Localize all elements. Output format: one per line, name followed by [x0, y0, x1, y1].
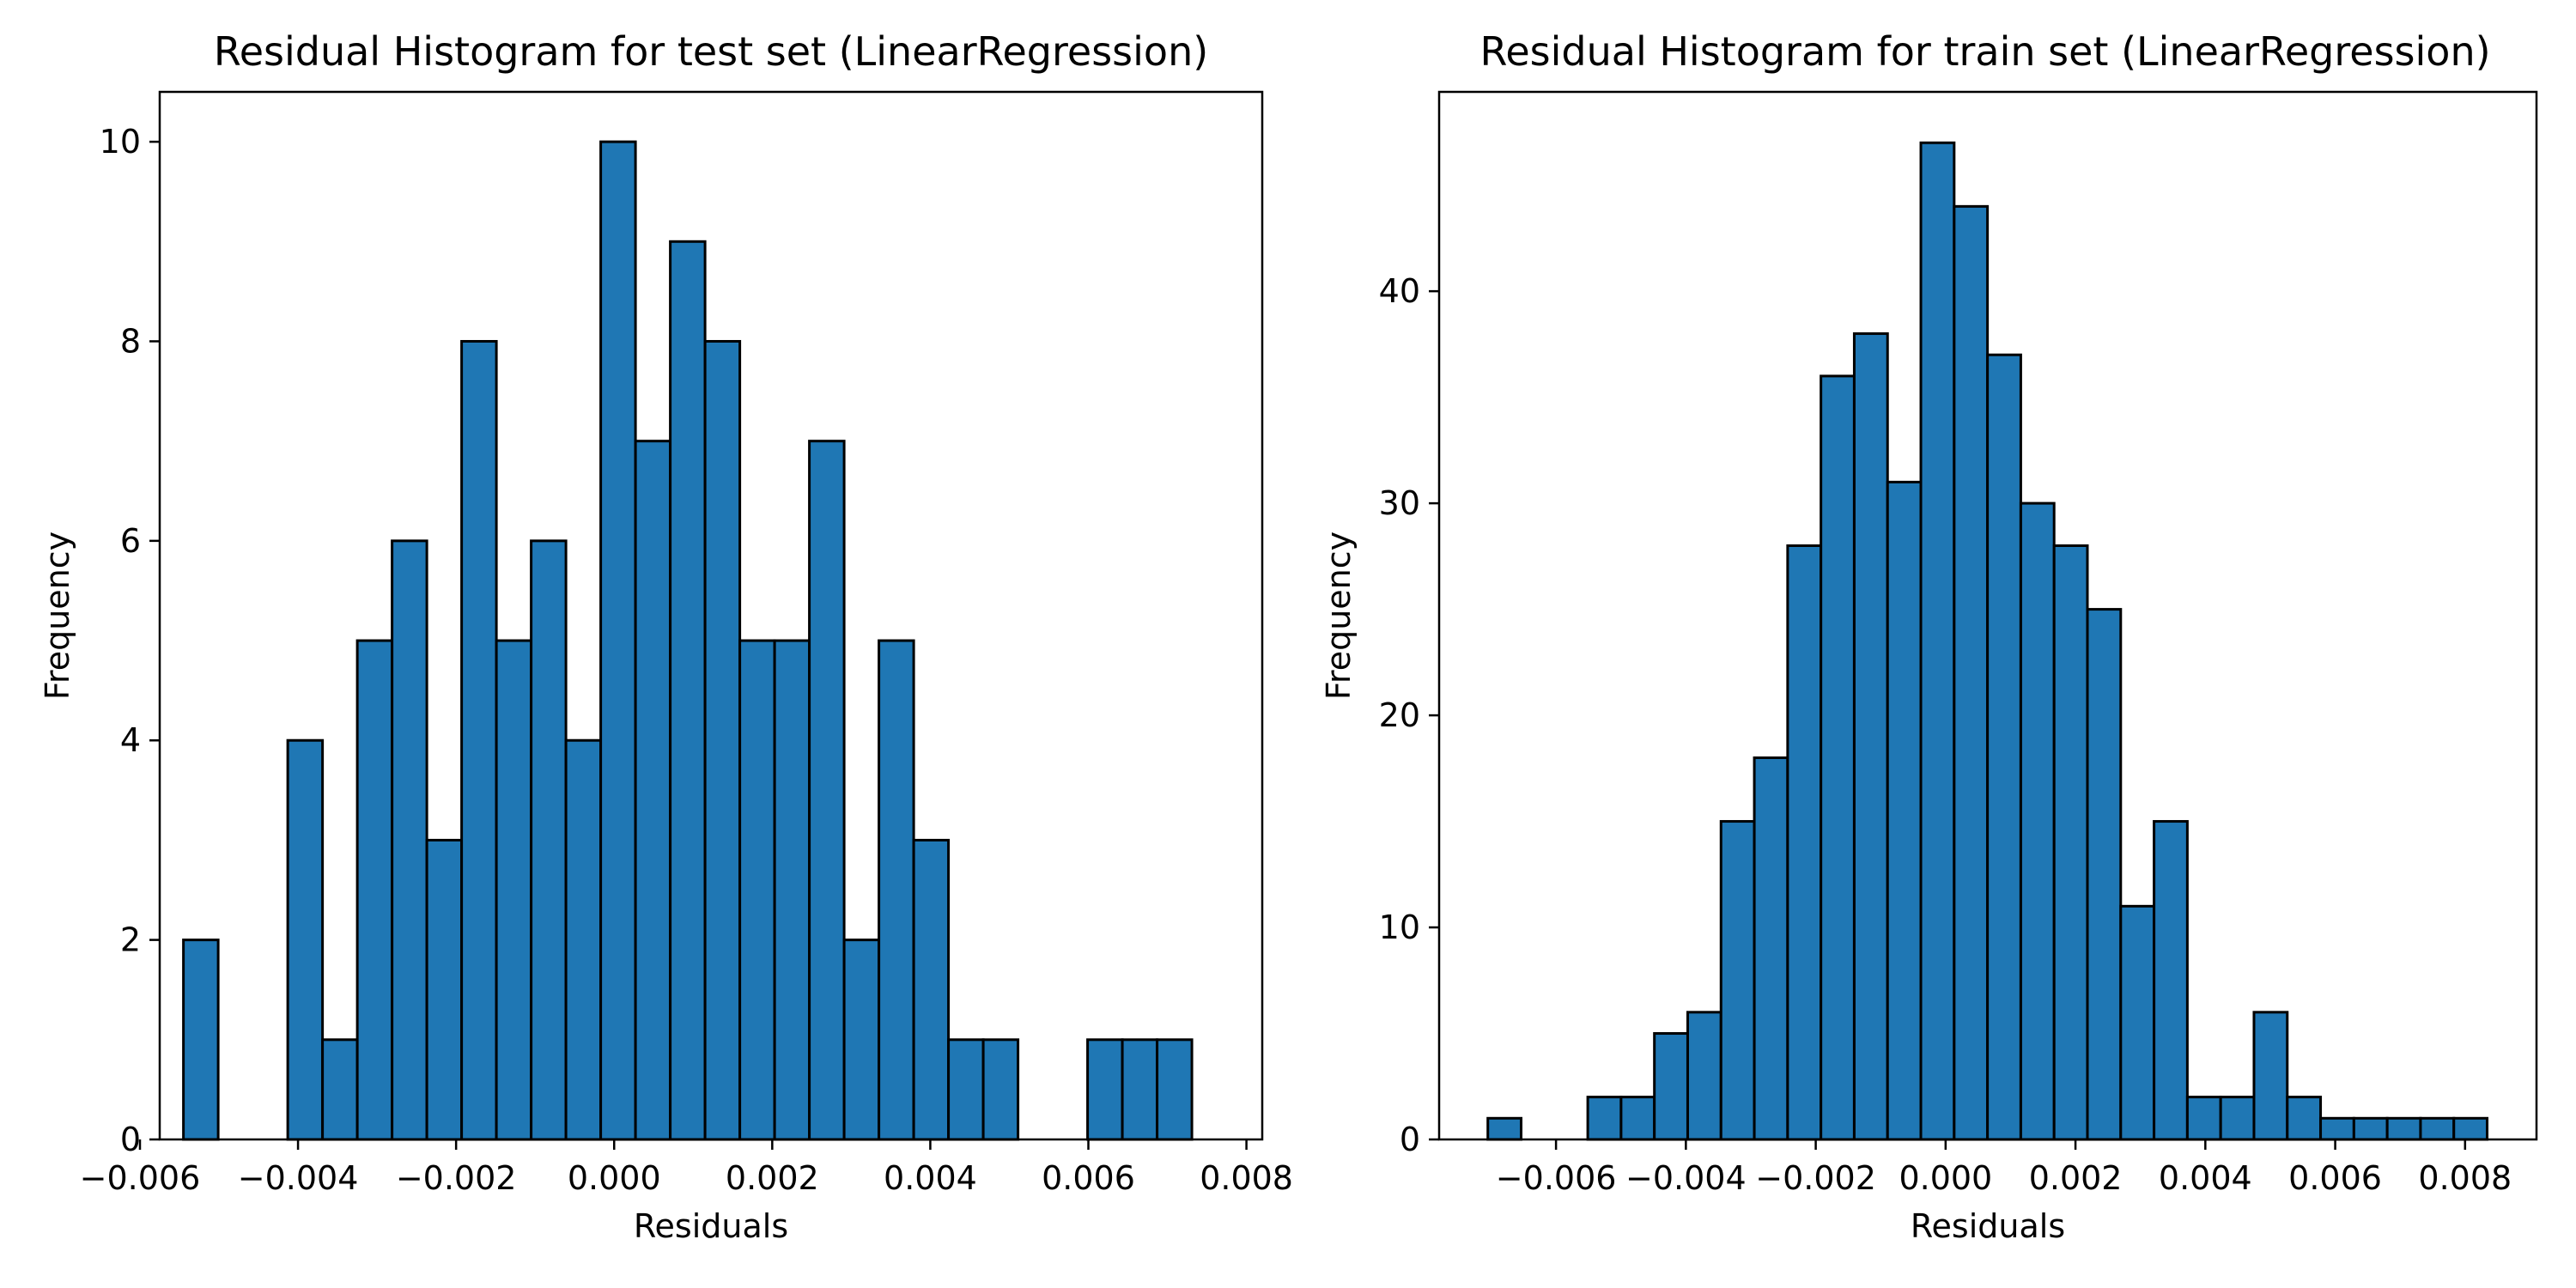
- train-histogram-bar: [1686, 1011, 1722, 1141]
- train-histogram-bar: [2286, 1096, 2323, 1141]
- train-y-ticks: 0 10 20 30 40: [1379, 272, 1439, 1158]
- train-histogram-bar: [2319, 1116, 2355, 1141]
- test-x-tick-label: 0.008: [1200, 1159, 1293, 1197]
- test-y-tick-label: 8: [120, 322, 141, 360]
- test-histogram-bar: [738, 639, 776, 1141]
- test-histogram-bar: [182, 939, 220, 1141]
- test-x-tick-label: 0.006: [1042, 1159, 1135, 1197]
- train-histogram-bar: [1619, 1096, 1656, 1141]
- test-histogram-bar: [355, 639, 394, 1141]
- test-histogram-bar: [842, 939, 881, 1141]
- test-histogram-bar: [321, 1038, 359, 1141]
- test-x-ticks: −0.006 −0.004 −0.002 0.000 0.002 0.004 0.006 0.…: [80, 1139, 1293, 1197]
- train-histogram-bar: [2086, 608, 2123, 1141]
- test-y-tick-label: 6: [120, 522, 141, 560]
- test-y-tick-label: 10: [100, 123, 141, 161]
- train-bars: [1486, 141, 2489, 1141]
- test-histogram-bar: [1156, 1038, 1194, 1141]
- train-histogram-bar: [1653, 1032, 1689, 1141]
- train-histogram-bar: [1953, 204, 1990, 1141]
- train-histogram-bar: [2452, 1116, 2489, 1141]
- test-histogram-bar: [808, 440, 846, 1141]
- train-histogram-bar: [2119, 904, 2156, 1141]
- test-histogram-bar: [286, 738, 325, 1141]
- train-histogram-bar: [2019, 501, 2056, 1141]
- train-x-tick-label: −0.006: [1496, 1159, 1617, 1197]
- train-x-tick-label: 0.002: [2029, 1159, 2123, 1197]
- test-x-tick-label: 0.004: [884, 1159, 977, 1197]
- train-y-tick-label: 40: [1379, 272, 1420, 310]
- test-histogram-bar: [495, 639, 533, 1141]
- test-y-tick-label: 2: [120, 921, 141, 959]
- train-y-axis-label: Frequency: [1320, 532, 1358, 700]
- train-x-tick-label: −0.004: [1625, 1159, 1747, 1197]
- test-x-tick-label: 0.000: [568, 1159, 661, 1197]
- train-histogram-bar: [2352, 1116, 2389, 1141]
- test-chart-title: Residual Histogram for test set (LinearR…: [214, 28, 1208, 75]
- test-histogram-bar: [669, 240, 707, 1141]
- test-x-tick-label: 0.002: [726, 1159, 819, 1197]
- train-histogram-bar: [2419, 1116, 2456, 1141]
- test-x-axis-label: Residuals: [634, 1207, 788, 1245]
- train-histogram-panel: Residual Histogram for train set (Linear…: [1320, 28, 2538, 1245]
- test-histogram-bar: [530, 539, 568, 1141]
- test-histogram-bar: [947, 1038, 985, 1141]
- train-x-tick-label: 0.006: [2288, 1159, 2382, 1197]
- train-histogram-bar: [1719, 820, 1756, 1141]
- train-histogram-bar: [2385, 1116, 2422, 1141]
- train-x-tick-label: 0.008: [2418, 1159, 2512, 1197]
- test-y-tick-label: 4: [120, 721, 141, 759]
- test-plot-frame: [158, 90, 1264, 1141]
- train-histogram-bar: [1786, 544, 1823, 1141]
- test-x-tick-label: −0.006: [80, 1159, 201, 1197]
- test-histogram-bar: [878, 639, 915, 1141]
- test-bars: [182, 140, 1194, 1141]
- train-x-tick-label: −0.002: [1755, 1159, 1876, 1197]
- train-histogram-bar: [1986, 353, 2022, 1141]
- test-x-tick-label: −0.004: [238, 1159, 359, 1197]
- train-x-axis-label: Residuals: [1911, 1207, 2065, 1245]
- train-histogram-bar: [2219, 1096, 2256, 1141]
- train-histogram-bar: [2252, 1011, 2289, 1141]
- test-histogram-bar: [1121, 1038, 1159, 1141]
- train-histogram-bar: [2153, 820, 2189, 1141]
- test-histogram-bar: [1086, 1038, 1124, 1141]
- test-histogram-bar: [460, 339, 498, 1141]
- train-y-tick-label: 0: [1400, 1121, 1420, 1158]
- test-histogram-bar: [564, 738, 603, 1141]
- test-histogram-bar: [425, 838, 464, 1141]
- train-histogram-bar: [1753, 756, 1789, 1141]
- train-x-ticks: −0.006 −0.004 −0.002 0.000 0.002 0.004 0.006 0.…: [1496, 1139, 2512, 1197]
- train-histogram-bar: [1919, 141, 1956, 1141]
- train-x-tick-label: 0.004: [2159, 1159, 2252, 1197]
- test-histogram-bar: [634, 440, 672, 1141]
- train-plot-frame: [1437, 90, 2538, 1141]
- test-histogram-bar: [391, 539, 428, 1141]
- train-histogram-bar: [1586, 1096, 1623, 1141]
- train-histogram-bar: [2185, 1096, 2222, 1141]
- train-y-tick-label: 10: [1379, 908, 1420, 946]
- test-histogram-bar: [599, 140, 637, 1141]
- test-histogram-bar: [912, 838, 951, 1141]
- train-histogram-bar: [1486, 1116, 1523, 1141]
- train-histogram-bar: [1886, 480, 1923, 1141]
- train-y-tick-label: 30: [1379, 484, 1420, 522]
- test-y-axis-label: Frequency: [39, 532, 76, 700]
- test-histogram-bar: [703, 339, 742, 1141]
- test-histogram-panel: Residual Histogram for test set (LinearR…: [39, 28, 1293, 1245]
- train-histogram-bar: [1852, 332, 1889, 1141]
- test-histogram-bar: [773, 639, 811, 1141]
- train-x-tick-label: 0.000: [1899, 1159, 1992, 1197]
- test-y-tick-label: 0: [120, 1121, 141, 1158]
- test-x-tick-label: −0.002: [396, 1159, 517, 1197]
- train-chart-title: Residual Histogram for train set (Linear…: [1479, 28, 2490, 75]
- train-histogram-bar: [2052, 544, 2089, 1141]
- train-y-tick-label: 20: [1379, 696, 1420, 734]
- test-histogram-bar: [981, 1038, 1020, 1141]
- test-y-ticks: 0 2 4 6 8 10: [100, 123, 160, 1158]
- train-histogram-bar: [1820, 374, 1856, 1141]
